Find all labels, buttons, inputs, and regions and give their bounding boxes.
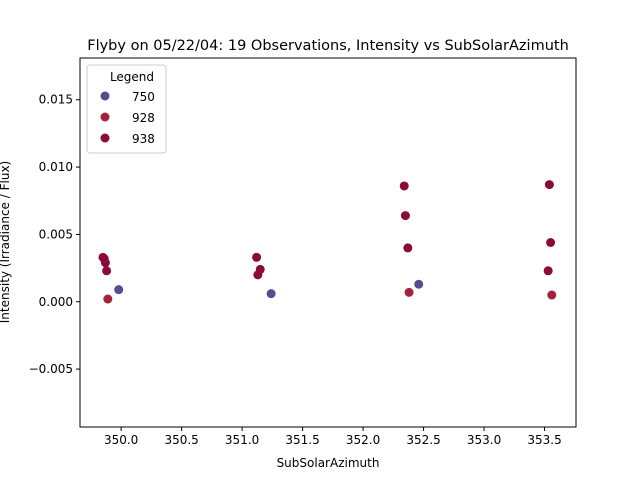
plot-frame	[79, 57, 577, 428]
x-tick-label: 350.0	[104, 433, 138, 447]
data-point-938	[252, 252, 262, 262]
data-point-938	[546, 238, 556, 247]
legend-title: Legend	[110, 70, 154, 84]
x-tick-label: 353.5	[527, 433, 561, 447]
x-tick-label: 352.5	[406, 433, 440, 447]
axis-ticks: 350.0 350.5 351.0 351.5 352.0 352.5 353.0 353.5…	[29, 93, 562, 447]
x-tick-label: 351.0	[225, 433, 259, 447]
y-axis-label: Intensity (Irradiance / Flux)	[0, 161, 12, 323]
chart-title: Flyby on 05/22/04: 19 Observations, Inte…	[87, 38, 569, 54]
data-point-750	[266, 289, 276, 299]
data-point-938	[544, 180, 554, 190]
legend-marker-938	[100, 133, 110, 143]
legend-label-938: 938	[132, 132, 155, 146]
data-point-750	[414, 279, 424, 289]
legend-box	[86, 64, 167, 154]
legend-items: 750 928 938	[100, 90, 155, 146]
y-tick-label: 0.010	[39, 160, 73, 174]
data-point-928	[103, 294, 113, 304]
legend-label-750: 750	[132, 90, 155, 104]
y-tick-label: −0.005	[29, 362, 73, 376]
data-point-938	[102, 266, 112, 276]
x-tick-label: 352.0	[346, 433, 380, 447]
legend-marker-750	[100, 91, 110, 101]
data-point-938	[400, 211, 410, 221]
data-point-928	[547, 290, 557, 300]
y-tick-label: 0.005	[39, 227, 73, 241]
legend: Legend 750 928 938	[86, 64, 167, 154]
x-tick-label: 351.5	[285, 433, 319, 447]
data-point-938	[255, 264, 265, 274]
data-point-938	[100, 258, 110, 268]
y-tick-label: 0.000	[39, 295, 73, 309]
data-point-938	[543, 266, 553, 276]
data-point-938	[403, 243, 413, 253]
x-tick-label: 350.5	[164, 433, 198, 447]
legend-marker-928	[100, 112, 110, 122]
y-tick-label: 0.015	[39, 93, 73, 107]
x-axis-label: SubSolarAzimuth	[277, 456, 380, 470]
data-point-928	[404, 287, 414, 297]
x-tick-label: 353.0	[467, 433, 501, 447]
data-points	[98, 180, 557, 304]
data-point-750	[114, 285, 124, 295]
data-point-938	[399, 181, 409, 191]
legend-label-928: 928	[132, 111, 155, 125]
